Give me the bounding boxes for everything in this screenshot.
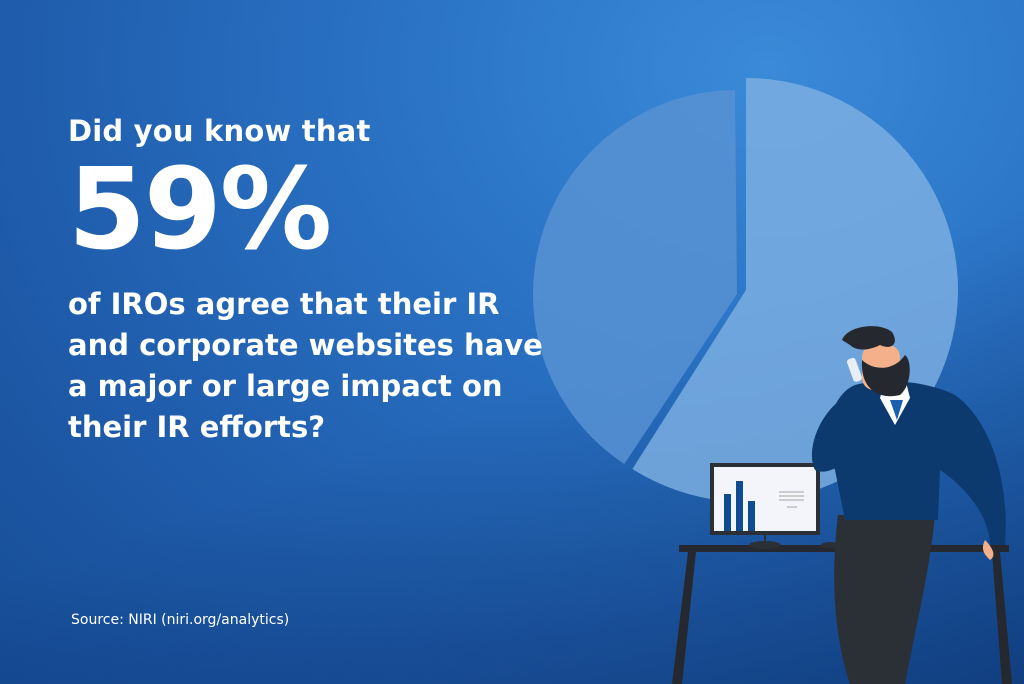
monitor: [710, 463, 839, 549]
stat-percentage: 59%: [68, 145, 332, 275]
intro-text: Did you know that: [68, 114, 371, 148]
man: [811, 326, 1006, 684]
pie-slice-minor: [533, 90, 737, 465]
source-citation: Source: NIRI (niri.org/analytics): [71, 612, 290, 628]
stat-description: of IROs agree that their IR and corporat…: [68, 287, 543, 444]
